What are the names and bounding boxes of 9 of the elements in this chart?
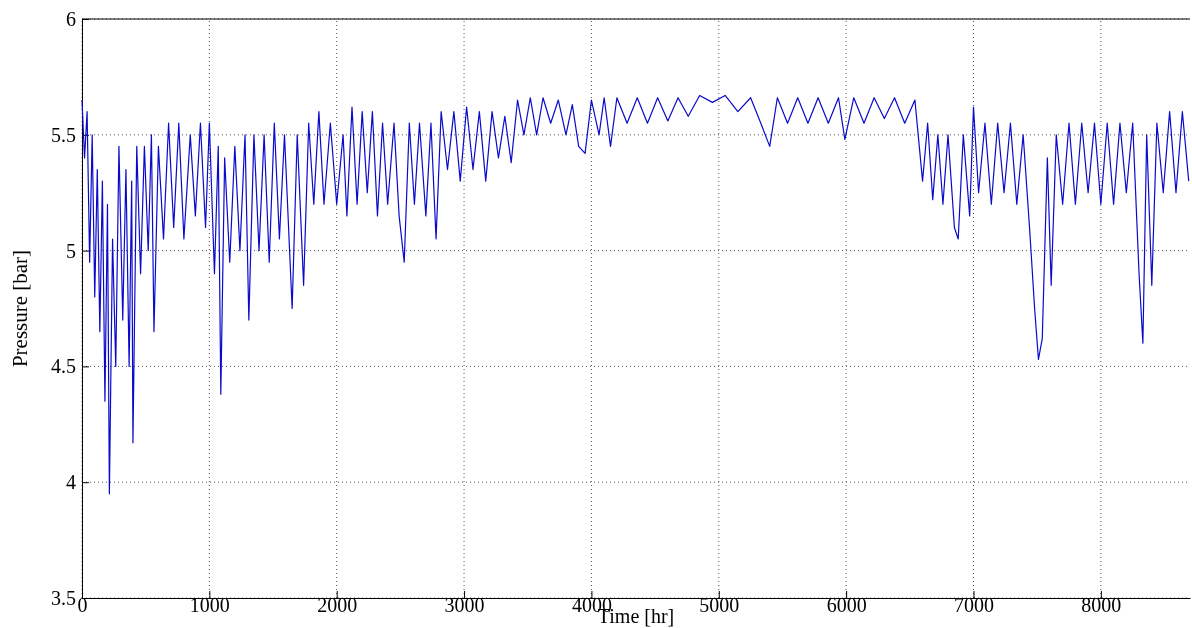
- y-tick-label: 5: [66, 239, 76, 262]
- y-axis-title: Pressure [bar]: [8, 249, 32, 368]
- y-tick-label: 3.5: [51, 586, 76, 609]
- y-tick-label: 5.5: [51, 123, 76, 146]
- y-tick-label: 4.5: [51, 355, 76, 378]
- line-series: [81, 94, 1190, 495]
- x-tick-label: 0: [77, 594, 88, 616]
- y-tick-label: 4: [66, 471, 76, 494]
- y-tick-label: 6: [66, 7, 76, 30]
